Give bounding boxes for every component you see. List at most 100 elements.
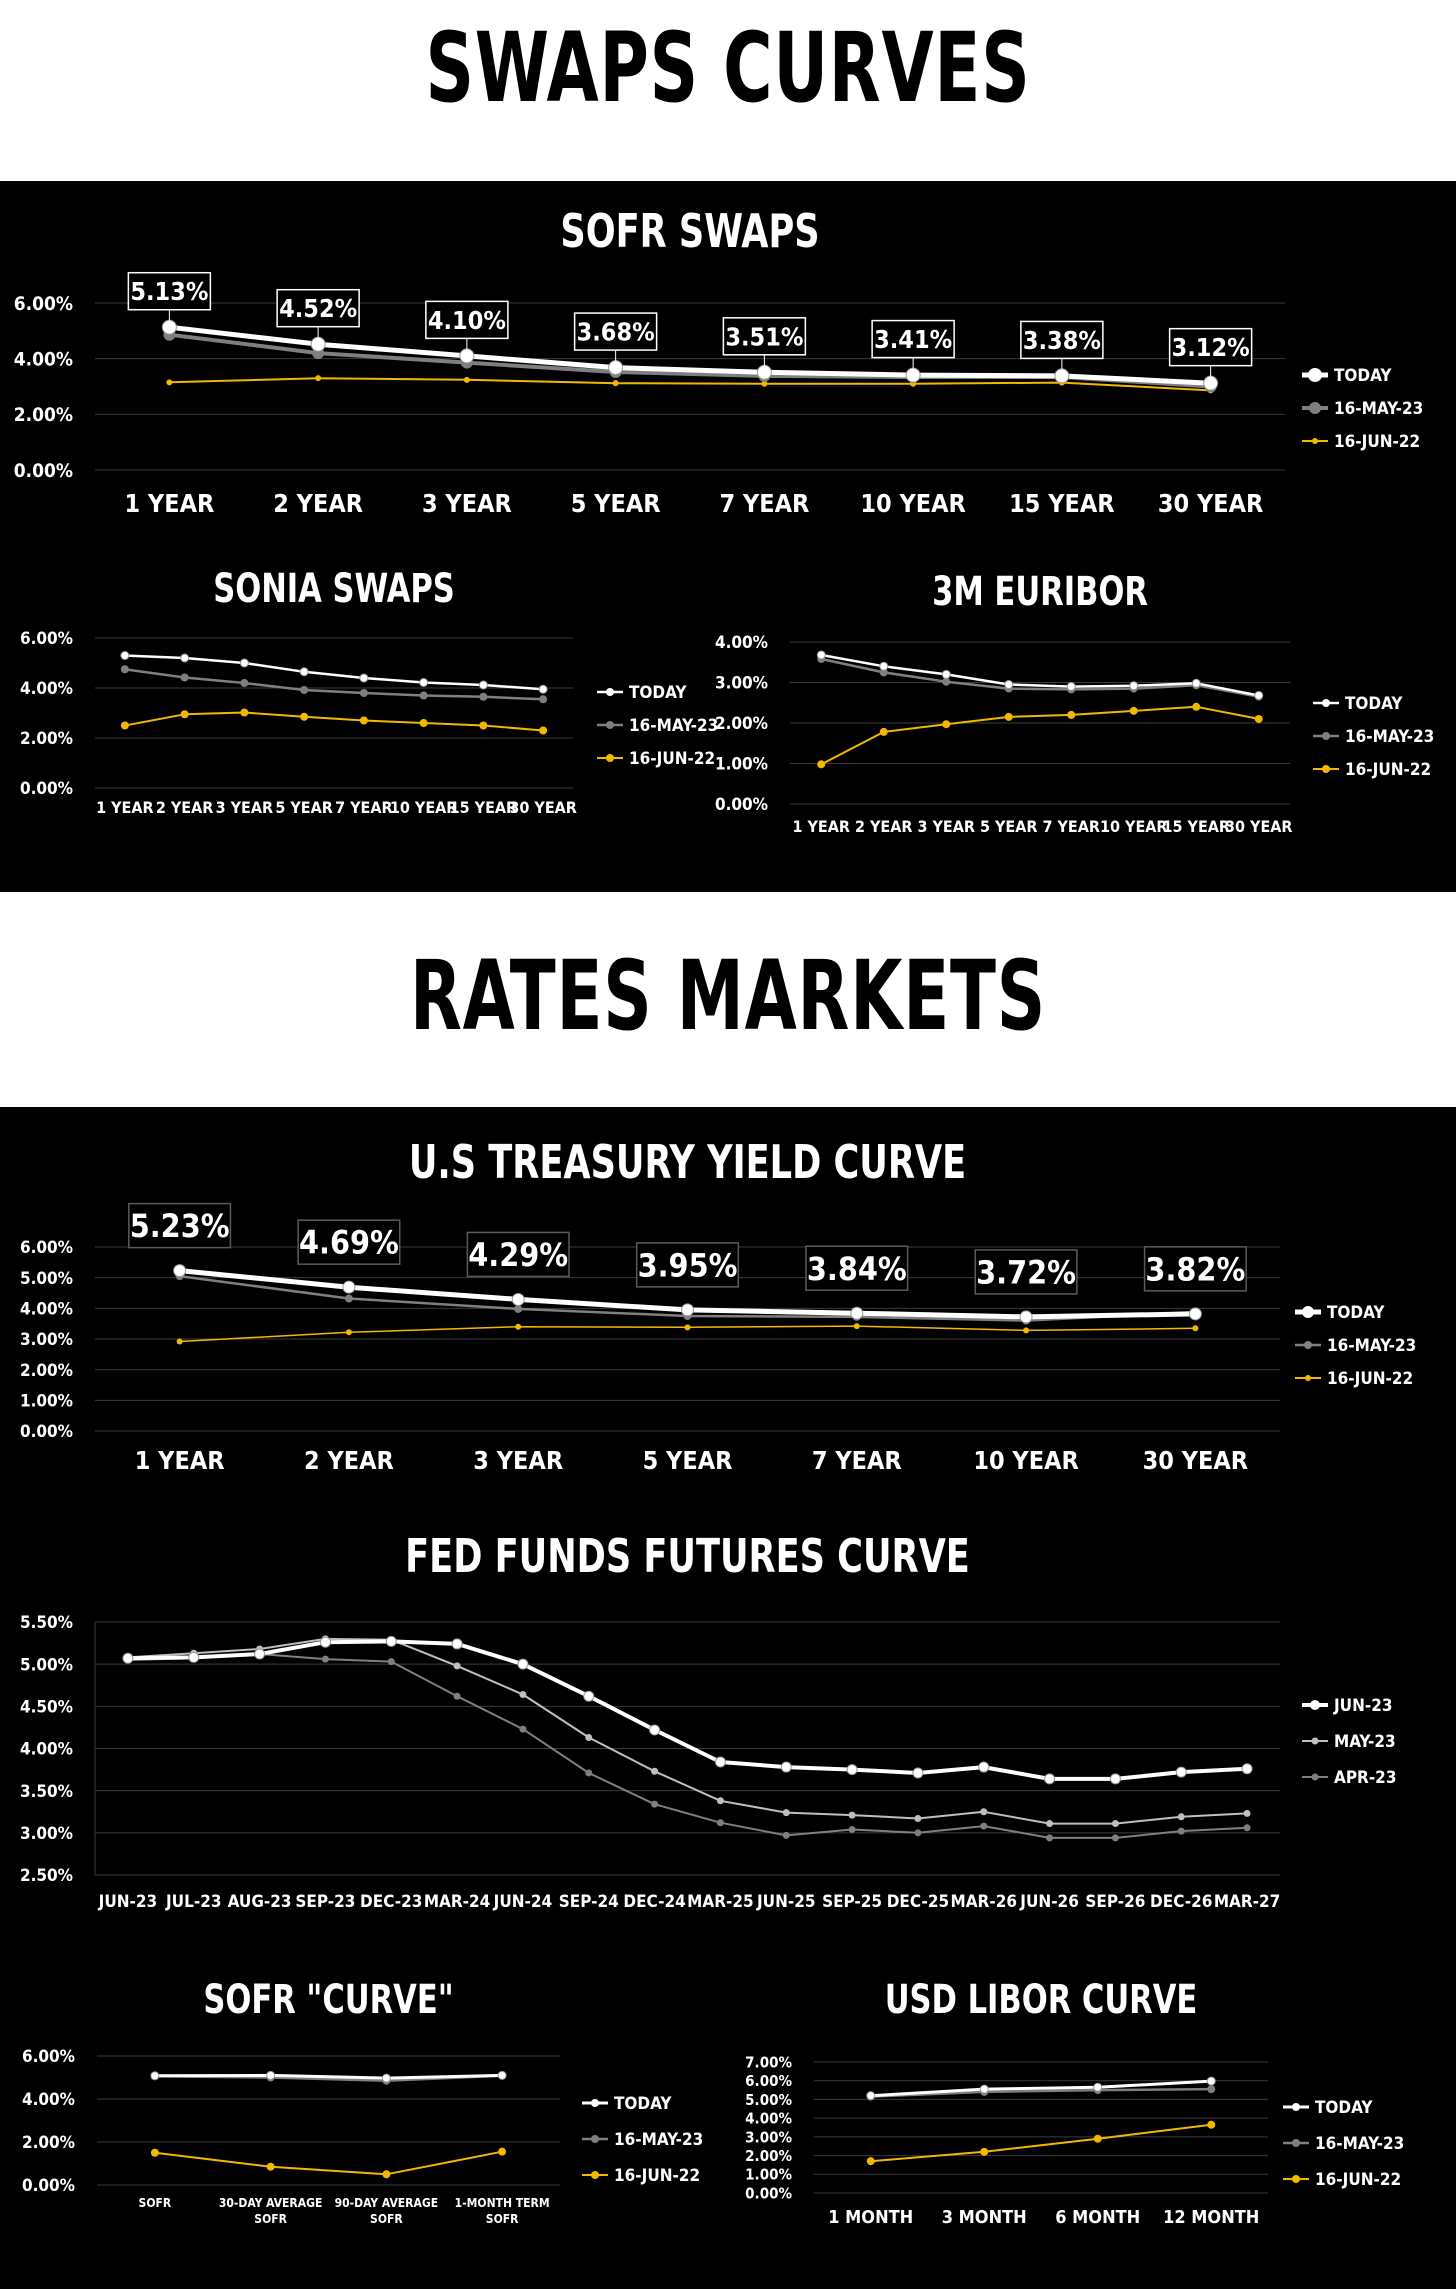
y-tick-label: 7.00% (745, 2053, 792, 2071)
y-tick-label: 2.00% (745, 2147, 792, 2165)
data-point-apr-23 (387, 1658, 395, 1666)
data-point-today (538, 684, 548, 694)
data-label-box (466, 1231, 570, 1278)
data-point-jun-23 (846, 1764, 858, 1776)
y-tick-label: 3.00% (20, 1824, 73, 1844)
data-point-today (180, 653, 190, 663)
data-label: 3.12% (1172, 333, 1250, 362)
chart-title: USD LIBOR CURVE (885, 1976, 1198, 2022)
data-point-today (266, 2070, 276, 2080)
series-line-16-jun-22 (869, 2123, 1213, 2163)
x-tick-label: 3 YEAR (473, 1446, 563, 1475)
y-tick-label: 5.00% (745, 2091, 792, 2109)
data-point-today (1191, 678, 1201, 688)
y-tick-label: 2.00% (14, 404, 73, 426)
x-tick-label: 1 MONTH (828, 2207, 913, 2228)
x-tick-label: JUN-23 (98, 1892, 158, 1912)
series-line-16-jun-22 (820, 705, 1260, 766)
x-tick-label: 2 YEAR (304, 1446, 394, 1475)
x-tick-label: JUN-25 (756, 1892, 816, 1912)
legend-label-today: TODAY (1327, 1303, 1385, 1323)
x-tick-label: 10 YEAR (860, 489, 966, 518)
y-tick-label: 3.50% (20, 1782, 73, 1802)
data-point-16-jun-22 (166, 379, 173, 386)
data-label: 3.68% (577, 318, 655, 347)
y-tick-label: 4.00% (20, 1740, 73, 1760)
rates-markets-heading: RATES MARKETS (409, 940, 1047, 1052)
data-point-may-23 (782, 1809, 790, 1817)
x-tick-label: 6 MONTH (1055, 2207, 1140, 2228)
y-tick-label: 6.00% (14, 293, 73, 315)
legend-marker-16-may-23 (591, 2135, 599, 2143)
data-point-16-may-23 (539, 695, 548, 704)
data-label-box (805, 1245, 909, 1291)
sofr-curve-chart: SOFR "CURVE" 0.00% 2.00% 4.00% 6.00% SOFR 30-D… (22, 1976, 703, 2226)
fed-funds-chart: FED FUNDS FUTURES CURVE 2.50% 3.00% 3.50% 4.… (20, 1530, 1397, 1912)
data-point-may-23 (1111, 1820, 1119, 1828)
legend-marker-16-may-23 (1304, 1341, 1312, 1349)
data-point-16-jun-22 (980, 2147, 989, 2156)
legend-label-today: TODAY (1334, 366, 1392, 386)
x-tick-label: SEP-23 (295, 1892, 355, 1912)
x-tick-label: 7 YEAR (335, 798, 393, 817)
data-point-16-may-23 (942, 677, 951, 686)
x-tick-label: DEC-24 (623, 1892, 685, 1912)
data-label-box (127, 271, 212, 311)
y-tick-label: 6.00% (745, 2072, 792, 2090)
y-tick-label: 2.00% (22, 2133, 75, 2153)
data-label-box (1020, 320, 1104, 360)
data-label-box (425, 300, 509, 340)
legend-label-16-may-23: 16-MAY-23 (1345, 727, 1434, 747)
x-tick-label: SEP-26 (1085, 1892, 1145, 1912)
legend-marker-today (591, 2099, 599, 2107)
data-point-apr-23 (585, 1769, 593, 1777)
series-line-16-may-23 (820, 657, 1261, 698)
data-point-16-may-23 (180, 673, 189, 682)
legend-label-16-jun-22: 16-JUN-22 (614, 2166, 700, 2186)
data-point-16-jun-22 (612, 380, 619, 387)
legend-label-today: TODAY (1315, 2098, 1373, 2118)
data-point-today (941, 669, 951, 679)
x-tick-label: 1 YEAR (135, 1446, 225, 1475)
data-point-today (150, 2071, 160, 2081)
y-tick-label: 4.00% (715, 633, 768, 653)
data-label: 4.52% (279, 294, 357, 323)
data-label: 4.69% (299, 1224, 399, 1262)
x-tick-label: 7 YEAR (719, 489, 809, 518)
data-point-jun-23 (319, 1636, 331, 1648)
legend-label-today: TODAY (629, 683, 687, 703)
x-tick-label: DEC-25 (887, 1892, 949, 1912)
data-point-jun-23 (1044, 1773, 1056, 1785)
y-tick-label: 6.00% (22, 2047, 75, 2067)
legend-label-16-may-23: 16-MAY-23 (614, 2130, 703, 2150)
data-point-16-jun-22 (479, 721, 488, 730)
sonia-swaps-chart: SONIA SWAPS 0.00% 2.00% 4.00% 6.00% 1 YEAR 2 Y… (20, 565, 718, 817)
chart-title: U.S TREASURY YIELD CURVE (409, 1136, 966, 1190)
data-point-16-jun-22 (345, 1329, 352, 1336)
x-tick-label: 10 YEAR (390, 798, 458, 817)
legend-marker-16-jun-22 (591, 2171, 599, 2179)
y-tick-label: 2.00% (20, 1361, 73, 1381)
data-point-today (173, 1264, 187, 1278)
data-point-16-may-23 (879, 668, 888, 677)
data-point-16-jun-22 (1192, 702, 1201, 711)
data-point-16-jun-22 (515, 1323, 522, 1330)
x-tick-label: 5 YEAR (571, 489, 661, 518)
data-label: 5.13% (130, 277, 208, 306)
y-tick-label: 0.00% (20, 779, 73, 799)
series-line-today (166, 324, 1214, 386)
series-line-today (123, 654, 545, 691)
y-tick-label: 1.00% (20, 1391, 73, 1411)
data-point-apr-23 (321, 1655, 329, 1663)
data-point-16-jun-22 (382, 2170, 391, 2179)
data-label-box (722, 317, 807, 356)
x-tick-label: 30 YEAR (509, 798, 577, 817)
y-tick-label: 4.50% (20, 1697, 73, 1717)
x-tick-label: DEC-26 (1150, 1892, 1212, 1912)
x-tick-label: 5 YEAR (643, 1446, 733, 1475)
data-label: 3.51% (725, 322, 803, 351)
data-point-may-23 (453, 1662, 461, 1670)
data-label-box (1143, 1246, 1247, 1292)
y-tick-label: 2.00% (20, 729, 73, 749)
data-point-may-23 (651, 1767, 659, 1775)
